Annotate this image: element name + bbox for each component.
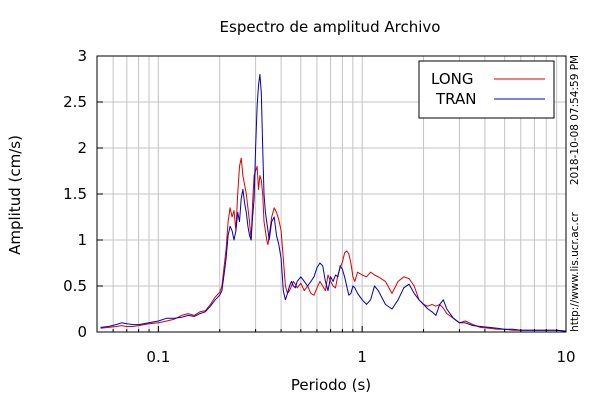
y-tick-label: 3 xyxy=(77,47,87,65)
y-tick-label: 2 xyxy=(77,139,87,157)
y-tick-label: 0.5 xyxy=(63,277,87,295)
x-axis-label: Periodo (s) xyxy=(291,376,371,394)
x-tick-label: 1 xyxy=(357,348,367,366)
y-tick-label: 2.5 xyxy=(63,93,87,111)
y-tick-label: 1 xyxy=(77,231,87,249)
legend-label-long: LONG xyxy=(431,70,473,88)
y-tick-label: 1.5 xyxy=(63,185,87,203)
url-label: http://www.lis.ucr.ac.cr xyxy=(569,211,581,331)
series-lines xyxy=(100,73,567,332)
series-line-long xyxy=(100,157,567,332)
y-axis-label: Amplitud (cm/s) xyxy=(6,135,24,255)
legend-box xyxy=(418,60,555,119)
chart-title: Espectro de amplitud Archivo xyxy=(220,18,441,36)
timestamp-label: 2018-10-08 07:54:59 PM xyxy=(569,55,581,185)
x-tick-label: 10 xyxy=(556,348,575,366)
x-tick-label: 0.1 xyxy=(146,348,170,366)
y-tick-label: 0 xyxy=(77,323,87,341)
series-line-tran xyxy=(100,73,567,332)
legend-label-tran: TRAN xyxy=(435,90,476,108)
axis-ticks: 0 0.5 1 1.5 2 2.5 3 0.1 1 10 xyxy=(63,47,575,366)
legend: LONG TRAN xyxy=(418,60,555,119)
